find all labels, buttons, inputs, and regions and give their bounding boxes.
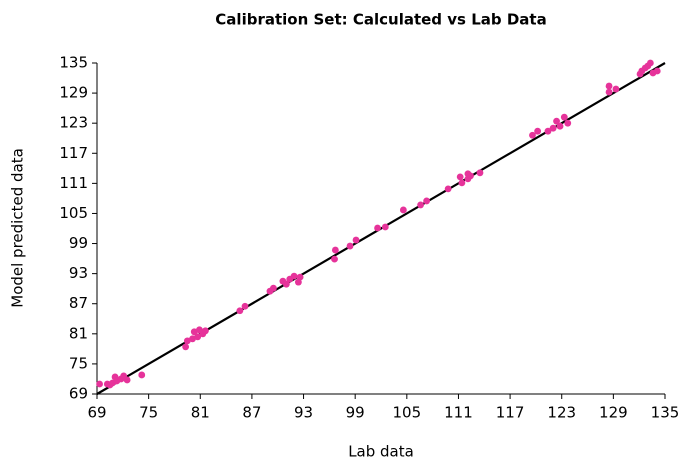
point	[236, 307, 244, 315]
point	[194, 333, 202, 341]
y-tick-label: 111	[59, 174, 88, 192]
point	[458, 179, 466, 187]
point	[296, 273, 304, 281]
x-tick-label: 75	[139, 404, 158, 422]
y-tick-label: 129	[59, 84, 88, 102]
y-tick-label: 99	[69, 234, 88, 252]
point	[456, 173, 464, 181]
reference-line	[96, 62, 666, 395]
point	[399, 206, 407, 214]
point	[646, 59, 654, 67]
point	[202, 327, 209, 335]
point	[96, 380, 103, 388]
point	[190, 328, 198, 336]
y-tick-label: 135	[59, 54, 88, 72]
point	[290, 272, 298, 280]
point	[529, 131, 536, 139]
x-tick-label: 135	[651, 404, 680, 422]
point	[612, 85, 620, 93]
y-tick-label: 87	[69, 294, 88, 312]
point	[346, 242, 354, 250]
point	[560, 113, 568, 121]
point	[282, 280, 290, 288]
point	[534, 127, 542, 135]
point	[467, 172, 474, 180]
x-tick-label: 117	[496, 404, 525, 422]
point	[605, 88, 613, 96]
point	[182, 343, 190, 351]
x-tick-label: 105	[392, 404, 421, 422]
chart-title: Calibration Set: Calculated vs Lab Data	[215, 11, 546, 29]
x-tick-label: 111	[444, 404, 473, 422]
x-tick-label: 129	[599, 404, 628, 422]
point	[331, 255, 338, 263]
point	[444, 185, 452, 193]
point	[556, 122, 564, 130]
x-tick-label: 99	[346, 404, 365, 422]
y-tick-label: 105	[59, 204, 88, 222]
x-tick-label: 123	[547, 404, 576, 422]
y-tick-label: 117	[59, 144, 88, 162]
point	[270, 284, 277, 292]
x-tick-label: 87	[242, 404, 261, 422]
point	[553, 117, 560, 125]
y-tick-label: 81	[69, 324, 88, 342]
point	[123, 376, 131, 384]
point	[564, 119, 572, 127]
point	[241, 302, 249, 310]
y-tick-label: 93	[69, 264, 88, 282]
point	[189, 335, 196, 343]
point	[549, 124, 557, 132]
point	[476, 169, 484, 177]
y-tick-label: 123	[59, 114, 88, 132]
point	[653, 67, 661, 75]
point	[331, 246, 339, 254]
point	[544, 127, 552, 135]
x-axis-label: Lab data	[348, 443, 414, 460]
x-tick-label: 69	[87, 404, 106, 422]
point	[352, 236, 360, 244]
x-tick-label: 93	[294, 404, 313, 422]
y-tick-label: 69	[69, 385, 88, 403]
y-axis-label: Model predicted data	[9, 148, 27, 308]
point	[605, 82, 613, 90]
point	[423, 197, 431, 205]
point	[374, 224, 381, 232]
point	[381, 223, 389, 231]
x-tick-label: 81	[191, 404, 210, 422]
y-tick-label: 75	[69, 354, 88, 372]
point	[138, 371, 146, 379]
point	[417, 201, 424, 209]
point	[183, 337, 191, 345]
